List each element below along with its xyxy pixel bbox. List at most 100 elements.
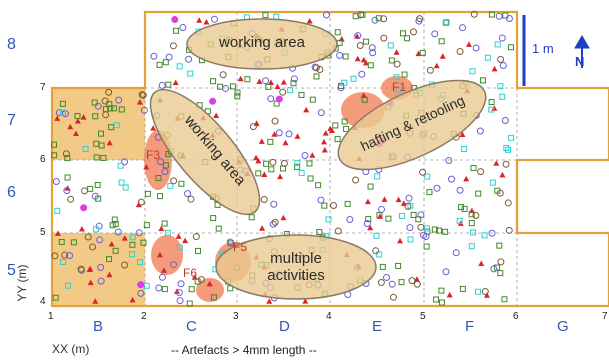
artefact-square-marker bbox=[156, 61, 163, 68]
artefact-triangle-marker bbox=[255, 157, 262, 164]
artefact-triangle-marker bbox=[465, 41, 472, 47]
x-axis-title: XX (m) bbox=[52, 342, 90, 356]
artefact-circle-marker bbox=[422, 233, 430, 241]
working-area-top-label: working area bbox=[219, 34, 305, 51]
artefact-square-marker bbox=[290, 80, 297, 87]
artefact-triangle-marker bbox=[309, 152, 316, 158]
artefact-square-marker bbox=[423, 243, 430, 250]
artefact-square-marker bbox=[74, 113, 81, 120]
artefact-circle-marker bbox=[433, 184, 441, 192]
artefact-circle-marker bbox=[97, 277, 105, 285]
artefact-circle-marker bbox=[105, 88, 113, 96]
artefact-circle-marker bbox=[501, 116, 509, 124]
artefact-triangle-marker bbox=[302, 298, 309, 304]
artefact-circle-marker bbox=[346, 215, 354, 223]
artefact-square-marker bbox=[309, 96, 316, 103]
artefact-triangle-marker bbox=[175, 233, 182, 239]
artefact-circle-marker bbox=[363, 219, 371, 227]
artefact-square-marker bbox=[294, 160, 301, 167]
x-tick-5: 5 bbox=[420, 311, 426, 322]
artefact-triangle-marker bbox=[156, 251, 163, 258]
artefact-circle-marker bbox=[101, 97, 109, 105]
artefact-triangle-marker bbox=[106, 139, 113, 146]
artefact-triangle-marker bbox=[397, 237, 404, 244]
artefact-circle-marker bbox=[221, 84, 229, 92]
artefact-square-marker bbox=[161, 220, 168, 227]
artefact-circle-marker bbox=[63, 187, 71, 195]
artefact-square-marker bbox=[162, 162, 169, 169]
artefact-triangle-marker bbox=[143, 164, 150, 170]
artefact-square-marker bbox=[388, 57, 395, 64]
artefact-triangle-marker bbox=[267, 79, 274, 85]
artefact-circle-marker bbox=[336, 51, 344, 59]
artefact-triangle-marker bbox=[67, 123, 74, 130]
artefact-circle-marker bbox=[472, 212, 480, 220]
artefact-triangle-marker bbox=[493, 160, 500, 166]
artefact-circle-marker bbox=[260, 195, 268, 203]
artefact-triangle-marker bbox=[237, 75, 244, 82]
artefact-square-marker bbox=[334, 29, 341, 36]
artefact-circle-marker bbox=[262, 77, 270, 85]
artefact-square-marker bbox=[325, 216, 332, 223]
artefact-square-marker bbox=[461, 205, 468, 212]
artefact-square-marker bbox=[93, 140, 100, 147]
artefact-circle-marker bbox=[490, 265, 498, 273]
artefact-triangle-marker bbox=[294, 133, 301, 139]
artefact-square-marker bbox=[140, 239, 147, 246]
artefact-circle-marker bbox=[383, 273, 391, 281]
artefact-triangle-marker bbox=[258, 138, 265, 144]
artefact-square-marker bbox=[321, 202, 328, 209]
column-label-b: B bbox=[93, 318, 104, 335]
artefact-triangle-marker bbox=[360, 92, 367, 98]
artefact-circle-marker bbox=[121, 158, 129, 166]
artefact-square-marker bbox=[137, 259, 144, 266]
artefact-circle-marker bbox=[368, 44, 376, 52]
artefact-circle-marker bbox=[337, 84, 345, 92]
multiple-activities-line1: multiple bbox=[270, 250, 322, 267]
column-label-d: D bbox=[279, 318, 290, 335]
artefact-circle-marker bbox=[409, 28, 417, 36]
row-label-5: 5 bbox=[7, 262, 16, 279]
artefact-circle-marker bbox=[505, 15, 513, 23]
artefact-square-marker bbox=[501, 296, 508, 303]
artefact-circle-marker bbox=[316, 66, 324, 74]
artefact-square-marker bbox=[484, 54, 491, 61]
artefact-circle-marker bbox=[84, 233, 92, 241]
artefact-triangle-marker bbox=[266, 298, 273, 304]
artefact-square-marker bbox=[431, 226, 438, 233]
artefact-circle-marker bbox=[161, 168, 169, 176]
artefact-circle-marker bbox=[372, 247, 380, 255]
column-label-f: F bbox=[465, 318, 475, 335]
x-tick-7: 7 bbox=[602, 311, 608, 322]
artefact-square-marker bbox=[267, 138, 274, 145]
x-tick-3: 3 bbox=[233, 311, 239, 322]
artefact-square-marker bbox=[433, 296, 440, 303]
artefact-square-marker bbox=[373, 232, 380, 239]
artefact-circle-marker bbox=[406, 224, 414, 232]
artefact-square-marker bbox=[117, 162, 124, 169]
y-tick-6: 6 bbox=[40, 154, 46, 165]
artefact-circle-marker bbox=[419, 168, 427, 176]
artefact-square-marker bbox=[393, 74, 400, 81]
artefact-triangle-marker bbox=[191, 274, 198, 280]
artefact-square-marker bbox=[143, 282, 150, 289]
excavation-outline bbox=[50, 10, 609, 308]
artefact-square-marker bbox=[499, 93, 506, 100]
artefact-square-marker bbox=[113, 122, 120, 129]
artefact-triangle-marker bbox=[150, 125, 157, 131]
artefact-triangle-marker bbox=[72, 130, 79, 137]
artefact-circle-marker bbox=[158, 81, 166, 89]
artefact-circle-marker bbox=[121, 261, 129, 269]
artefact-circle-marker bbox=[157, 158, 165, 166]
artefact-square-marker bbox=[59, 100, 66, 107]
artefact-square-marker bbox=[341, 118, 348, 125]
artefact-circle-marker bbox=[270, 200, 278, 208]
artefact-circle-marker bbox=[497, 55, 505, 63]
artefact-triangle-marker bbox=[483, 292, 490, 298]
artefact-circle-marker bbox=[137, 289, 145, 297]
artefact-circle-marker bbox=[219, 71, 227, 79]
artefact-triangle-marker bbox=[256, 78, 263, 84]
y-tick-5: 5 bbox=[40, 227, 46, 238]
artefact-square-marker bbox=[298, 91, 305, 98]
x-tick-4: 4 bbox=[326, 311, 332, 322]
